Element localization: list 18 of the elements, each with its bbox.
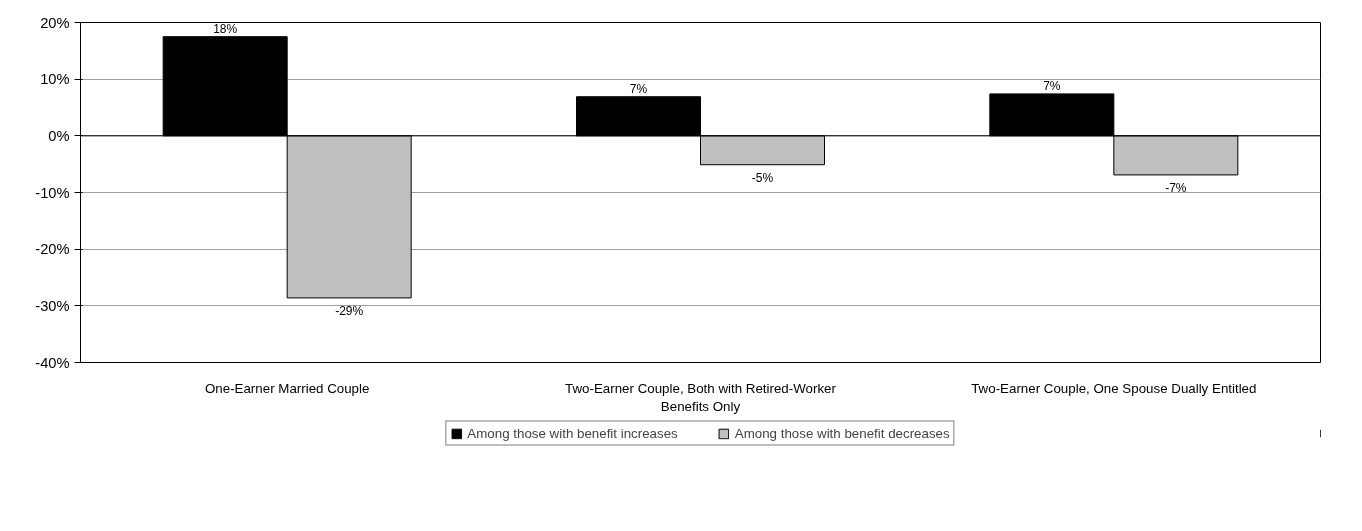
x-tick-label: One-Earner Married Couple [204,380,370,396]
data-label: 7% [1043,78,1061,93]
data-label: 7% [629,81,648,96]
data-label: -7% [1165,180,1187,195]
legend-label: Among those with benefit increases [467,425,678,441]
y-tick-label: 10% [40,71,70,88]
y-tick-label: 0% [48,127,70,144]
y-tick-label: -10% [35,184,70,201]
y-tick-label: -20% [35,241,70,258]
y-tick-label: -30% [35,297,70,314]
y-tick-label: 20% [40,14,70,31]
x-tick-label: Two-Earner Couple, One Spouse Dually Entitled [971,380,1257,396]
data-label: -5% [751,170,774,185]
legend-label: Among those with benefit decreases [734,425,950,441]
data-label: 18% [213,21,238,36]
x-tick-label: Two-Earner Couple, Both with Retired-Worker Benefits Only [565,380,837,414]
y-tick-label: -40% [35,354,70,371]
data-label: -29% [335,303,364,318]
